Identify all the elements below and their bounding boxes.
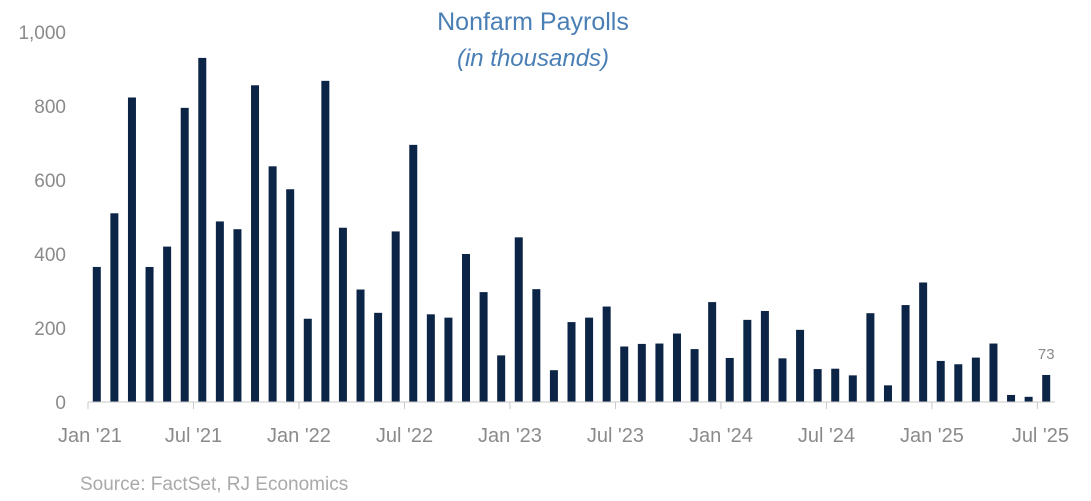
data-label: 73 [1038, 346, 1055, 363]
y-tick-label: 1,000 [18, 23, 66, 44]
x-tick-label: Jan '25 [900, 425, 964, 447]
bar [813, 369, 822, 402]
bar [919, 282, 928, 402]
source-note: Source: FactSet, RJ Economics [80, 474, 349, 495]
bar [743, 319, 752, 402]
bar [321, 80, 330, 402]
bar [145, 266, 154, 402]
bar [585, 317, 594, 402]
bar [567, 322, 576, 402]
bar [92, 266, 101, 402]
bar [391, 231, 400, 402]
bar [233, 229, 242, 402]
bar [936, 360, 945, 402]
y-tick-label: 400 [34, 245, 66, 266]
bar [778, 358, 787, 402]
bar [602, 306, 611, 402]
y-tick-label: 800 [34, 97, 66, 118]
bar [514, 237, 523, 402]
bar [251, 85, 260, 402]
bar [831, 368, 840, 402]
x-tick-label: Jul '23 [587, 425, 644, 447]
bar [409, 144, 418, 402]
chart-title: Nonfarm Payrolls [437, 8, 629, 36]
bar [725, 357, 734, 402]
x-tick-label: Jan '24 [689, 425, 753, 447]
bar [620, 346, 629, 402]
y-tick-label: 600 [34, 171, 66, 192]
bar [444, 317, 453, 402]
bar [954, 364, 963, 402]
bar [637, 343, 646, 402]
x-axis: Jan '21 Jul '21 Jan '22 Jul '22 Jan '23 Jul '… [58, 401, 1069, 447]
bar [672, 333, 681, 402]
bar [110, 213, 119, 402]
x-tick-label: Jan '22 [267, 425, 331, 447]
bar [180, 107, 189, 402]
bar [796, 329, 805, 402]
bar [338, 227, 347, 402]
bar [532, 289, 541, 402]
bar [883, 385, 892, 402]
bar [1042, 374, 1051, 402]
bar [127, 97, 136, 403]
bar [198, 57, 207, 403]
bar [866, 313, 875, 402]
bar [286, 189, 295, 402]
bar [901, 305, 910, 402]
data-labels: 73 [1038, 346, 1055, 363]
bar [708, 302, 717, 402]
bar [848, 375, 857, 402]
bar [989, 343, 998, 402]
y-axis: 0 200 400 600 800 1,000 [18, 23, 66, 414]
y-tick-label: 200 [34, 319, 66, 340]
chart-subtitle: (in thousands) [457, 45, 609, 72]
bar [690, 349, 699, 402]
bar [549, 370, 558, 402]
bars-group [92, 57, 1051, 403]
bar [1007, 394, 1016, 402]
x-tick-label: Jul '21 [165, 425, 222, 447]
y-tick-label: 0 [55, 393, 66, 414]
x-tick-label: Jul '22 [376, 425, 433, 447]
bar [356, 289, 365, 402]
bar [760, 310, 769, 402]
bar [303, 318, 312, 402]
bar [215, 221, 224, 402]
bar [655, 343, 664, 402]
bar [374, 312, 383, 402]
bar [479, 292, 488, 402]
bar [971, 357, 980, 402]
x-tick-label: Jan '23 [478, 425, 542, 447]
bar [1024, 396, 1033, 402]
x-tick-label: Jul '24 [798, 425, 855, 447]
bar [497, 355, 506, 402]
x-tick-label: Jul '25 [1012, 425, 1069, 447]
bar [462, 254, 471, 402]
x-tick-label: Jan '21 [58, 425, 122, 447]
bar [268, 166, 277, 402]
bar [163, 246, 172, 402]
bar [426, 314, 435, 402]
